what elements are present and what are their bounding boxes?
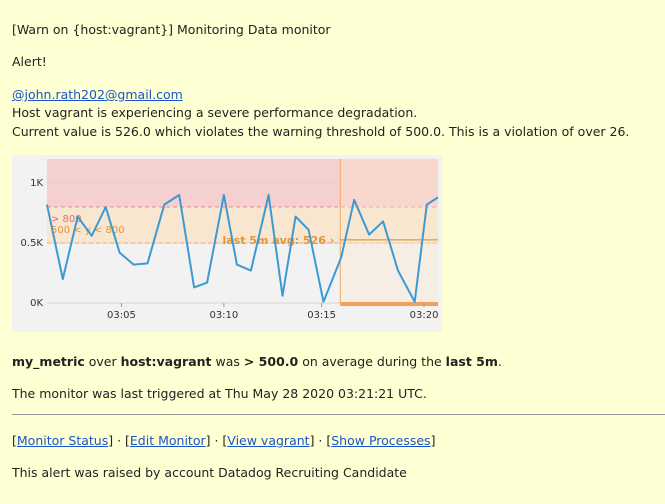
alert-band-label: > 800 (51, 214, 82, 225)
bracket-open: [ (12, 433, 17, 448)
x-tick-label: 03:20 (410, 310, 439, 321)
x-tick-label: 03:10 (209, 310, 238, 321)
summary-scope: host:vagrant (120, 354, 212, 369)
series-line (46, 194, 439, 303)
summary-metric: my_metric (12, 354, 85, 369)
alert-heading: Alert! (12, 54, 47, 69)
edit-monitor-link[interactable]: Edit Monitor (129, 433, 206, 448)
summary-line: my_metric over host:vagrant was > 500.0 … (12, 354, 502, 370)
email-subject: [Warn on {host:vagrant}] Monitoring Data… (12, 22, 331, 37)
monitor-status-link[interactable]: Monitor Status (16, 433, 109, 448)
x-tick-label: 03:05 (107, 310, 136, 321)
links-separator-2: ] · [ (205, 433, 228, 448)
summary-text-2: was (211, 354, 244, 369)
mention-link[interactable]: @john.rath202@gmail.com (12, 87, 183, 102)
avg-label: last 5m avg: 526 › (222, 234, 334, 247)
description-line-2: Current value is 526.0 which violates th… (12, 124, 630, 139)
evaluation-window (340, 159, 438, 303)
summary-text-1: over (84, 354, 121, 369)
y-tick-label: 0.5K (21, 238, 44, 249)
x-tick-label: 03:15 (307, 310, 336, 321)
footer-account: This alert was raised by account Datadog… (12, 465, 407, 480)
y-tick-label: 1K (30, 178, 43, 189)
links-row: [Monitor Status] · [Edit Monitor] · [Vie… (12, 433, 435, 449)
summary-threshold: > 500.0 (243, 354, 299, 369)
bracket-close: ] (430, 433, 436, 448)
description-line-1: Host vagrant is experiencing a severe pe… (12, 105, 418, 120)
window-bar (340, 302, 438, 306)
view-host-link[interactable]: View vagrant (227, 433, 310, 448)
divider (12, 414, 665, 415)
last-triggered: The monitor was last triggered at Thu Ma… (12, 386, 427, 401)
metric-chart: 1K 0.5K 0K > 800 500 < y < 800 last 5m avg: 5… (12, 155, 442, 332)
links-separator-1: ] · [ (108, 433, 130, 448)
summary-window: last 5m (445, 354, 498, 369)
show-processes-link[interactable]: Show Processes (331, 433, 431, 448)
y-tick-label: 0K (30, 298, 43, 309)
summary-text-4: . (497, 354, 502, 369)
summary-text-3: on average during the (298, 354, 446, 369)
links-separator-3: ] · [ (309, 433, 332, 448)
